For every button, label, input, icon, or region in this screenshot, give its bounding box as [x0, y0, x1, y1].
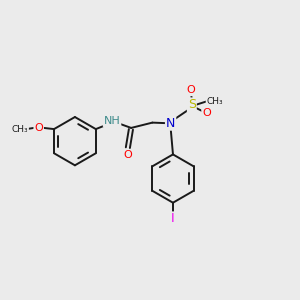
Text: I: I — [171, 212, 175, 225]
Text: CH₃: CH₃ — [11, 124, 28, 134]
Text: NH: NH — [103, 116, 120, 126]
Text: O: O — [34, 123, 43, 133]
Text: O: O — [187, 85, 196, 95]
Text: S: S — [188, 98, 196, 111]
Text: N: N — [166, 117, 175, 130]
Text: CH₃: CH₃ — [206, 97, 223, 106]
Text: O: O — [202, 108, 211, 118]
Text: O: O — [123, 150, 132, 160]
